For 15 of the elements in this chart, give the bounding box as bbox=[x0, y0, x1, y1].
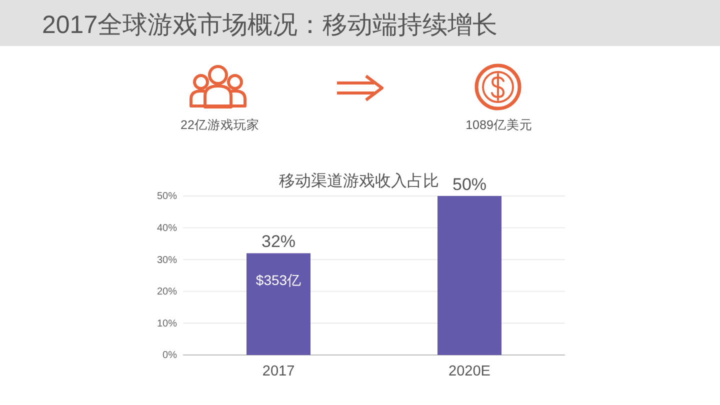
y-tick-label: 40% bbox=[156, 223, 178, 234]
x-tick-label: 2020E bbox=[448, 363, 491, 380]
y-tick-label: 30% bbox=[156, 254, 178, 266]
text: 1089亿美元 bbox=[466, 117, 532, 132]
y-tick-label: 20% bbox=[156, 286, 178, 298]
data-label: 50% bbox=[452, 175, 487, 194]
annotation: $353亿 bbox=[256, 272, 302, 288]
y-tick-label: 50% bbox=[156, 191, 178, 202]
x-tick-label: 2017 bbox=[262, 363, 295, 380]
y-tick-label: 0% bbox=[162, 350, 178, 362]
text: 22亿游戏玩家 bbox=[180, 117, 260, 132]
data-label: 32% bbox=[261, 232, 296, 252]
chart-title: 移动渠道游戏收入占比 bbox=[279, 172, 439, 190]
text: 2017全球游戏市场概况：移动端持续增长 bbox=[42, 11, 498, 39]
y-tick-label: 10% bbox=[156, 318, 178, 330]
